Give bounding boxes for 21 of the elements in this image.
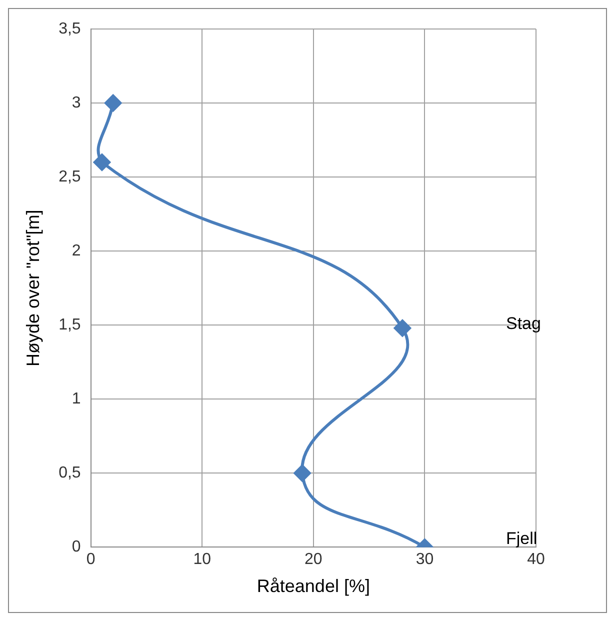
point: [294, 464, 311, 482]
x-tick-label: 20: [304, 551, 322, 568]
x-tick-label: 40: [527, 551, 545, 568]
y-tick-label: 1,5: [58, 316, 81, 334]
y-tick-label: 3,5: [58, 20, 81, 38]
y-tick-label: 2,5: [58, 168, 81, 186]
point: [394, 320, 411, 337]
point: [104, 94, 122, 112]
x-axis-title: Råteandel [%]: [256, 576, 370, 596]
x-tick-label: 10: [193, 551, 212, 568]
y-tick-label: 0: [72, 538, 81, 556]
y-axis-title: Høyde over "rot"[m]: [22, 210, 43, 367]
x-tick-label: 0: [86, 551, 96, 568]
y-tick-label: 3: [72, 94, 81, 112]
x-tick-label: 30: [416, 551, 434, 568]
y-tick-label: 0,5: [58, 464, 81, 482]
point: [93, 154, 110, 171]
y-tick-label: 2: [72, 242, 81, 260]
annotation: Stag: [506, 314, 541, 334]
annotation: Fjell: [506, 529, 538, 548]
y-tick-label: 1: [72, 390, 81, 408]
